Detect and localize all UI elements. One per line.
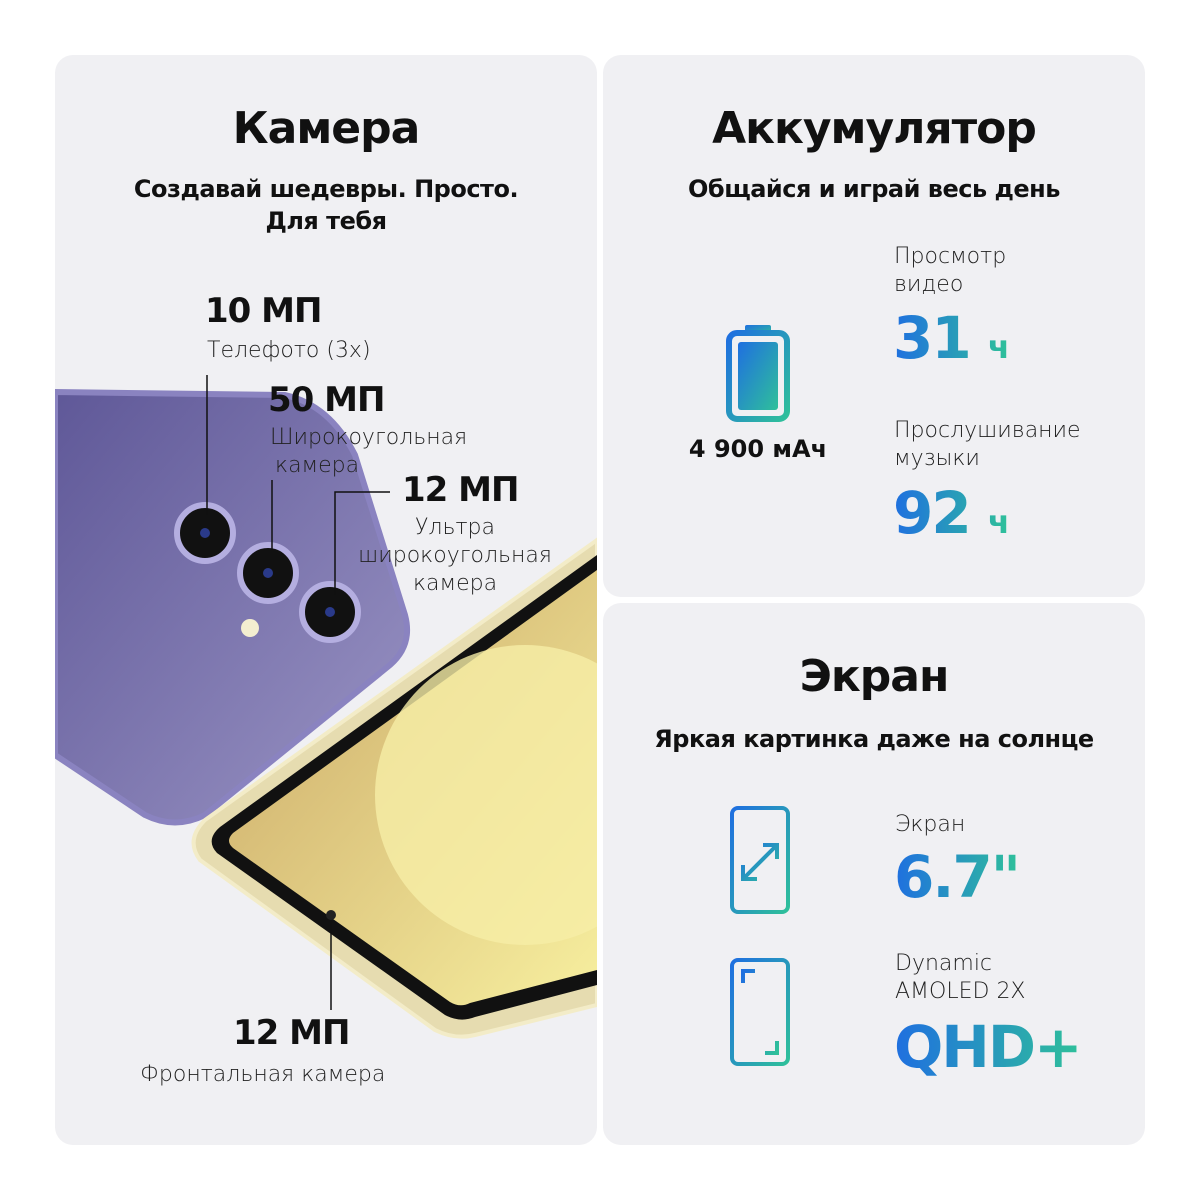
- phones-illustration: [55, 375, 597, 1039]
- screen-size-label: Экран: [895, 812, 966, 837]
- screen-size-value: 6.7": [894, 843, 1021, 911]
- music-label-2: музыки: [894, 446, 980, 471]
- camera-subtitle-1: Создавай шедевры. Просто.: [133, 175, 519, 203]
- wide-mp: 50 МП: [268, 380, 385, 420]
- display-label-2: AMOLED 2X: [895, 979, 1026, 1004]
- music-label-1: Прослушивание: [894, 418, 1081, 443]
- video-label-2: видео: [894, 272, 964, 297]
- ultra-label-2: широкоугольная: [358, 543, 552, 568]
- video-label-1: Просмотр: [894, 244, 1007, 269]
- tele-label: Телефото (3x): [207, 338, 371, 363]
- camera-subtitle-2: Для тебя: [265, 207, 387, 235]
- display-label-1: Dynamic: [895, 951, 993, 976]
- screen-title: Экран: [799, 651, 950, 702]
- wide-label-1: Широкоугольная: [270, 425, 468, 450]
- music-hours: 92: [893, 479, 970, 547]
- screen-subtitle: Яркая картинка даже на солнце: [654, 725, 1094, 753]
- camera-card: Камера Создавай шедевры. Просто. Для теб…: [55, 55, 597, 1145]
- screen-size-icon: [730, 806, 790, 914]
- wide-label-2: камера: [275, 453, 360, 478]
- battery-capacity: 4 900 мАч: [688, 435, 828, 463]
- music-unit: ч: [987, 503, 1008, 541]
- front-camera-dot: [326, 910, 336, 920]
- display-value: QHD+: [894, 1013, 1083, 1081]
- battery-subtitle: Общайся и играй весь день: [688, 175, 1060, 203]
- battery-title: Аккумулятор: [712, 103, 1037, 154]
- front-label: Фронтальная камера: [140, 1062, 386, 1087]
- ultra-label-3: камера: [412, 571, 498, 596]
- ultra-mp: 12 МП: [402, 470, 519, 510]
- video-unit: ч: [987, 328, 1008, 366]
- ultra-label-1: Ультра: [415, 515, 495, 540]
- front-mp: 12 МП: [233, 1013, 350, 1053]
- phone-back: [55, 388, 411, 826]
- screen-card: Экран Яркая картинка даже на солнце Экра…: [603, 603, 1145, 1145]
- flash: [241, 619, 259, 637]
- display-icon: [730, 958, 790, 1066]
- camera-title: Камера: [232, 103, 421, 154]
- battery-icon: [726, 325, 790, 422]
- video-hours: 31: [893, 304, 970, 372]
- battery-card: Аккумулятор Общайся и играй весь день 4 …: [603, 55, 1145, 597]
- tele-mp: 10 МП: [205, 291, 322, 331]
